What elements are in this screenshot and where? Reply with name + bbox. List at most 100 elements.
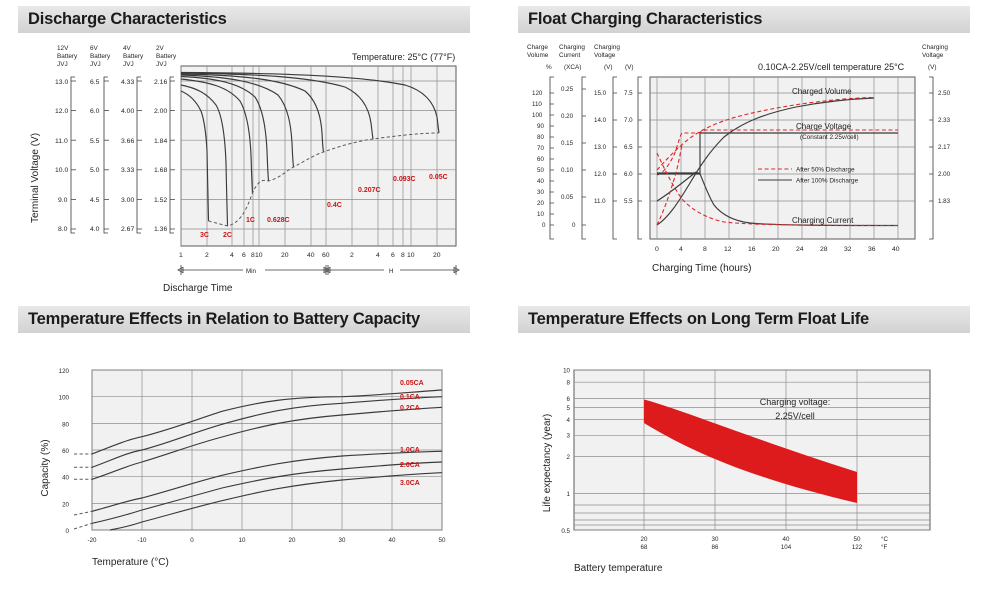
svg-text:10: 10 <box>563 368 570 375</box>
svg-text:8: 8 <box>703 246 707 253</box>
svg-text:2.00: 2.00 <box>154 108 167 115</box>
rate-label-0207c: 0.207C <box>358 187 381 194</box>
svg-text:11.0: 11.0 <box>594 198 606 205</box>
svg-text:70: 70 <box>537 145 544 152</box>
scale-header-12v-l1: 12V <box>57 45 69 52</box>
rate-label-04c: 0.4C <box>327 202 342 209</box>
svg-text:20: 20 <box>433 252 441 259</box>
legend-label-50: After 50% Discharge <box>796 167 855 174</box>
svg-text:60: 60 <box>62 448 69 455</box>
y-axis-title: Life expectancy (year) <box>542 414 553 512</box>
curve-charged-volume-50 <box>656 96 875 171</box>
svg-text:30: 30 <box>712 536 719 543</box>
unit-fahrenheit: °F <box>881 544 887 551</box>
panel-title: Discharge Characteristics <box>28 10 227 28</box>
capacity-plot: Capacity (%) 120 100 80 60 40 20 0 <box>0 333 500 588</box>
svg-text:2: 2 <box>205 252 209 259</box>
scale-header-4v-l2: Battery <box>123 53 144 60</box>
svg-text:0: 0 <box>66 528 70 535</box>
curve-label-10ca: 1.0CA <box>400 447 420 454</box>
svg-text:%: % <box>546 64 552 71</box>
svg-text:-20: -20 <box>88 537 98 544</box>
scale-rail-right-voltage: 2.50 2.33 2.17 2.00 1.83 <box>929 76 951 240</box>
svg-text:Charge: Charge <box>527 44 548 51</box>
scale-header-12v-l2: Battery <box>57 53 78 60</box>
svg-text:20: 20 <box>537 200 544 207</box>
svg-text:1: 1 <box>179 252 183 259</box>
svg-text:4.00: 4.00 <box>121 108 134 115</box>
svg-text:0.20: 0.20 <box>561 113 574 120</box>
charging-voltage-note-line2: 2.25V/cell <box>775 411 815 421</box>
panel-title: Temperature Effects on Long Term Float L… <box>528 310 869 328</box>
rate-label-2c: 2C <box>223 232 232 239</box>
scale-rail-6v: 6.5 6.0 5.5 5.0 4.5 4.0 <box>90 76 109 234</box>
svg-text:4: 4 <box>230 252 234 259</box>
x-axis-title: Battery temperature <box>574 563 663 574</box>
curve-label-01ca: 0.1CA <box>400 394 420 401</box>
scale-header-6v-l1: 6V <box>90 45 99 52</box>
curve-voltage-ramp-50 <box>656 144 683 226</box>
svg-text:(V): (V) <box>625 64 634 71</box>
svg-text:40: 40 <box>389 537 396 544</box>
svg-text:2: 2 <box>567 454 571 461</box>
svg-text:120: 120 <box>532 90 543 97</box>
label-charged-volume: Charged Volume <box>792 87 852 96</box>
svg-text:-10: -10 <box>138 537 148 544</box>
svg-text:4.33: 4.33 <box>121 79 134 86</box>
svg-text:40: 40 <box>307 252 315 259</box>
svg-text:5.5: 5.5 <box>624 198 633 205</box>
svg-text:4.0: 4.0 <box>90 226 100 233</box>
svg-text:2: 2 <box>350 252 354 259</box>
gridlines <box>650 77 915 239</box>
legend-label-100: After 100% Discharge <box>796 178 859 185</box>
svg-text:12.0: 12.0 <box>55 108 68 115</box>
capacity-curve-labels: 0.05CA 0.1CA 0.2CA 1.0CA 2.0CA 3.0CA <box>400 380 424 487</box>
discharge-curves <box>180 71 440 227</box>
label-constant-cell: (Constant 2.25v/cell) <box>800 134 859 141</box>
svg-text:40: 40 <box>62 475 69 482</box>
svg-text:0: 0 <box>190 537 194 544</box>
svg-text:12: 12 <box>724 246 732 253</box>
svg-text:15.0: 15.0 <box>594 90 607 97</box>
rate-labels: 3C 2C 1C 0.628C 0.4C 0.207C 0.093C 0.05C <box>200 174 448 239</box>
svg-text:68: 68 <box>641 544 648 551</box>
svg-text:6: 6 <box>391 252 395 259</box>
svg-text:120: 120 <box>59 368 70 375</box>
svg-text:13.0: 13.0 <box>594 144 607 151</box>
range-label-min: Min <box>246 268 257 275</box>
scale-header-12v-l3: JVJ <box>57 61 68 68</box>
scale-header-6v-l2: Battery <box>90 53 111 60</box>
discharge-svg: 12V Battery JVJ 6V Battery JVJ 4V Batter… <box>30 45 460 294</box>
panel-header-bar: Discharge Characteristics <box>18 6 470 33</box>
svg-text:3.66: 3.66 <box>121 138 134 145</box>
svg-text:40: 40 <box>537 178 544 185</box>
curve-label-30ca: 3.0CA <box>400 480 420 487</box>
svg-text:14.0: 14.0 <box>594 117 607 124</box>
svg-text:6: 6 <box>242 252 246 259</box>
gridlines <box>574 369 930 531</box>
svg-text:0: 0 <box>572 222 576 229</box>
svg-text:36: 36 <box>868 246 876 253</box>
svg-text:3.33: 3.33 <box>121 167 134 174</box>
svg-text:5.5: 5.5 <box>90 138 100 145</box>
float-life-plot: Life expectancy (year) 10 8 6 5 4 3 2 1 … <box>500 333 1000 588</box>
svg-text:1.83: 1.83 <box>938 198 951 205</box>
svg-text:1.68: 1.68 <box>154 167 167 174</box>
rate-label-1c: 1C <box>246 217 255 224</box>
svg-text:110: 110 <box>532 101 542 108</box>
panel-header-bar: Temperature Effects in Relation to Batte… <box>18 306 470 333</box>
svg-text:24: 24 <box>796 246 804 253</box>
svg-text:8: 8 <box>251 252 255 259</box>
scale-rail-cell-voltage: 7.5 7.0 6.5 6.0 5.5 <box>624 76 642 240</box>
y-axis-title: Terminal Voltage (V) <box>30 133 41 223</box>
x-tick-labels: -20 -10 0 10 20 30 40 50 <box>88 537 446 544</box>
svg-text:Charging: Charging <box>559 44 585 51</box>
svg-text:86: 86 <box>712 544 719 551</box>
svg-text:16: 16 <box>748 246 756 253</box>
scale-header-2v-l2: Battery <box>156 53 177 60</box>
svg-text:6.5: 6.5 <box>624 144 633 151</box>
svg-text:2.16: 2.16 <box>154 79 167 86</box>
gridlines <box>91 369 443 531</box>
svg-text:100: 100 <box>59 395 70 402</box>
